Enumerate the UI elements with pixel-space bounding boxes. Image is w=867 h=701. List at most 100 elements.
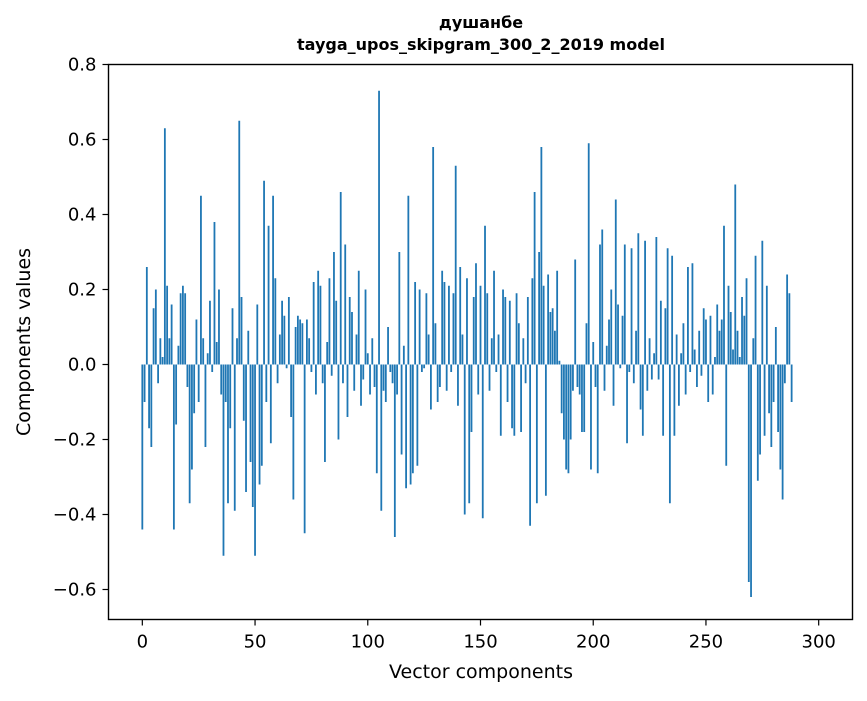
bar-component-26 xyxy=(200,195,202,365)
bar-component-19 xyxy=(184,293,187,365)
bar-component-23 xyxy=(193,364,196,414)
chart-title: душанбе xyxy=(439,13,523,32)
bar-component-280 xyxy=(772,364,775,402)
bar-component-271 xyxy=(752,338,755,365)
bar-component-203 xyxy=(599,244,601,365)
bar-component-110 xyxy=(389,364,392,372)
bar-component-34 xyxy=(218,289,220,365)
bar-component-240 xyxy=(682,323,685,365)
bar-component-100 xyxy=(366,353,369,365)
bar-component-119 xyxy=(409,364,412,485)
bar-component-272 xyxy=(754,255,757,365)
bar-component-184 xyxy=(556,270,559,365)
bar-component-131 xyxy=(436,364,439,402)
y-tick-label: 0.6 xyxy=(68,130,97,151)
bar-component-121 xyxy=(414,282,417,365)
bar-component-161 xyxy=(504,297,507,365)
bar-component-258 xyxy=(723,225,725,365)
bar-component-179 xyxy=(544,364,547,496)
bar-component-193 xyxy=(576,364,579,387)
bar-component-283 xyxy=(779,364,782,470)
bar-component-167 xyxy=(517,323,520,365)
bar-component-60 xyxy=(276,364,279,384)
bar-component-4 xyxy=(150,364,153,447)
bar-component-7 xyxy=(157,364,159,384)
bar-component-31 xyxy=(211,364,214,372)
bar-component-144 xyxy=(466,278,468,365)
bar-component-9 xyxy=(161,357,164,365)
bar-component-21 xyxy=(188,364,191,504)
bar-component-221 xyxy=(639,364,642,410)
bar-component-135 xyxy=(445,364,448,391)
bar-component-230 xyxy=(659,300,662,365)
bar-component-157 xyxy=(495,364,498,372)
bar-component-84 xyxy=(330,364,333,376)
bar-component-109 xyxy=(387,327,389,365)
bar-component-57 xyxy=(269,364,272,444)
bar-component-39 xyxy=(229,364,232,429)
bar-component-63 xyxy=(283,315,286,365)
bar-component-12 xyxy=(168,338,171,365)
bar-component-281 xyxy=(774,327,777,365)
bar-component-189 xyxy=(567,364,570,474)
bar-component-195 xyxy=(581,364,583,432)
bar-component-246 xyxy=(696,364,698,387)
bar-component-18 xyxy=(182,285,184,365)
bar-component-224 xyxy=(646,364,649,391)
bar-component-202 xyxy=(596,364,599,474)
bar-component-175 xyxy=(535,364,538,504)
bar-component-213 xyxy=(621,315,624,365)
bar-component-80 xyxy=(321,364,324,384)
bar-component-287 xyxy=(788,293,791,365)
bar-component-124 xyxy=(420,364,423,372)
bar-component-116 xyxy=(402,345,405,365)
bar-component-104 xyxy=(375,364,378,474)
bar-component-209 xyxy=(612,364,615,406)
bar-component-264 xyxy=(736,330,739,365)
bar-component-267 xyxy=(743,315,746,365)
bar-component-97 xyxy=(360,364,362,406)
bar-component-183 xyxy=(554,330,556,365)
bar-component-136 xyxy=(448,285,450,365)
bar-component-151 xyxy=(481,364,484,519)
bar-component-279 xyxy=(770,364,773,447)
bar-component-66 xyxy=(290,364,293,417)
bar-component-243 xyxy=(689,364,692,372)
bar-component-17 xyxy=(179,293,182,365)
bar-component-254 xyxy=(714,357,716,365)
bar-component-11 xyxy=(166,285,169,365)
bar-component-120 xyxy=(411,364,414,474)
bar-component-143 xyxy=(463,364,466,515)
bar-component-205 xyxy=(603,364,606,391)
bar-component-41 xyxy=(233,364,236,511)
bar-component-62 xyxy=(281,300,283,365)
bar-component-285 xyxy=(783,364,786,384)
bar-component-219 xyxy=(635,330,637,365)
bar-component-232 xyxy=(664,308,667,365)
bar-component-173 xyxy=(531,278,534,365)
bar-component-132 xyxy=(439,364,441,387)
bar-component-20 xyxy=(186,364,189,387)
bar-component-79 xyxy=(319,285,322,365)
bar-component-85 xyxy=(333,252,335,365)
x-tick-label: 50 xyxy=(244,632,267,653)
bar-component-3 xyxy=(148,364,150,429)
bar-component-215 xyxy=(626,364,628,444)
bar-component-186 xyxy=(560,364,563,414)
bar-component-177 xyxy=(540,147,543,365)
bar-component-197 xyxy=(585,323,588,365)
bar-component-65 xyxy=(287,297,290,365)
bar-component-81 xyxy=(324,364,326,462)
x-tick-label: 100 xyxy=(351,632,385,653)
bar-component-111 xyxy=(391,364,394,384)
bar-component-126 xyxy=(425,293,428,365)
bar-component-48 xyxy=(249,364,252,462)
bar-component-50 xyxy=(254,364,256,556)
bar-component-108 xyxy=(384,364,387,402)
bar-component-187 xyxy=(563,364,565,440)
bar-component-268 xyxy=(745,278,748,365)
bar-component-127 xyxy=(427,334,430,365)
bar-component-115 xyxy=(400,364,403,455)
